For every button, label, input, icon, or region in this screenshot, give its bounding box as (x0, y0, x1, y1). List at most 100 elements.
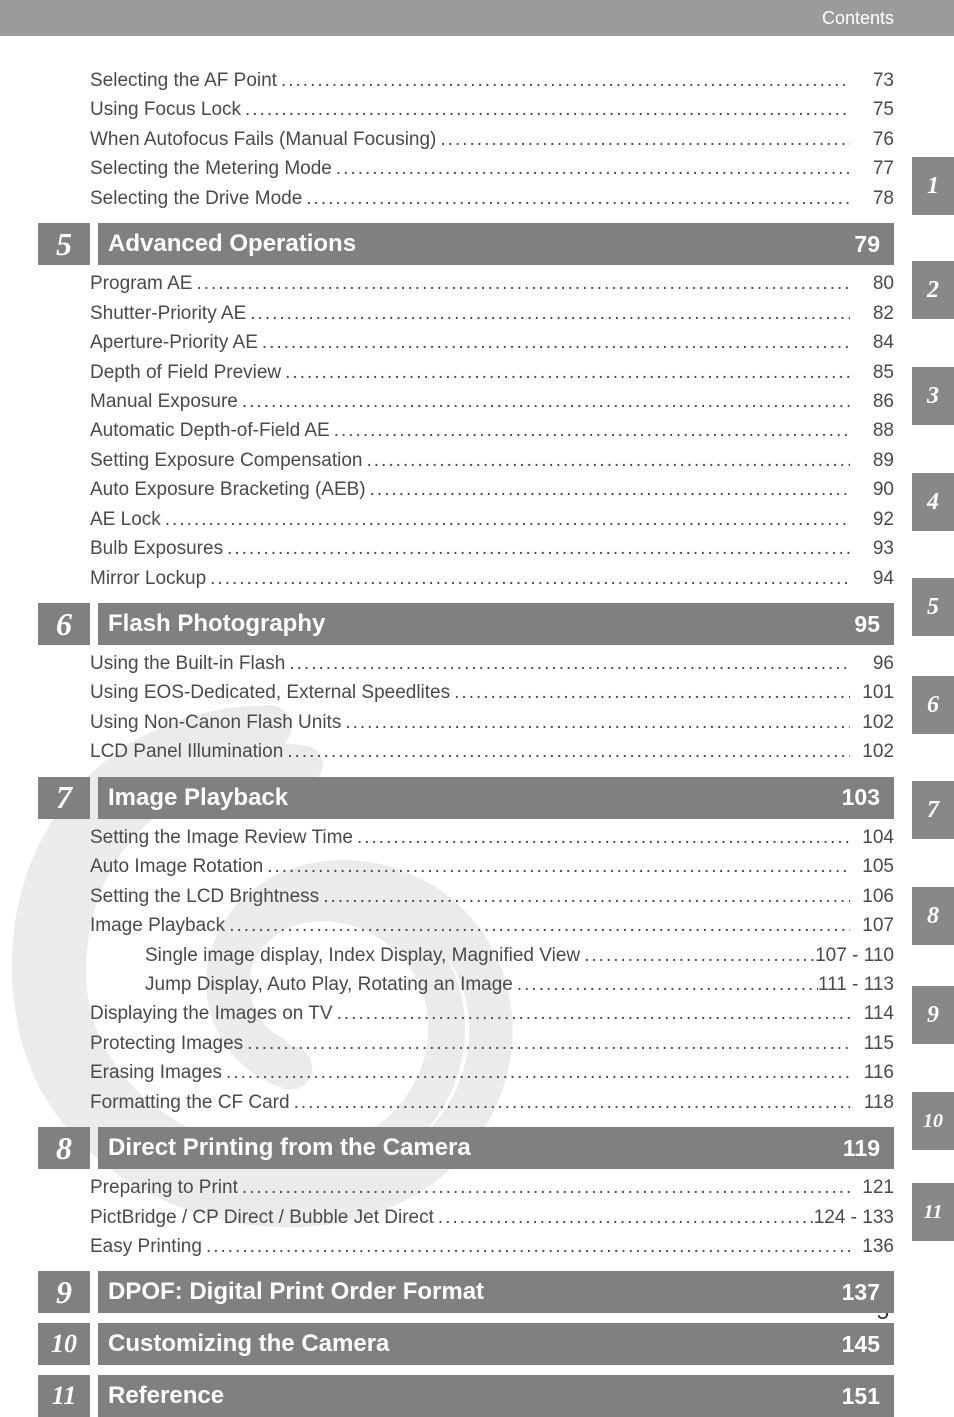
toc-leader (243, 1029, 850, 1058)
toc-line: Manual Exposure 86 (90, 387, 894, 416)
toc-line: Using Focus Lock75 (90, 95, 894, 124)
section-title-wrap: Flash Photography95 (98, 603, 894, 645)
toc-page: 116 (850, 1058, 894, 1087)
section-number: 7 (38, 777, 90, 819)
section-number: 5 (38, 223, 90, 265)
section-number: 10 (38, 1323, 90, 1365)
toc-page: 96 (850, 649, 894, 678)
header-label: Contents (822, 8, 894, 29)
toc-page: 82 (850, 299, 894, 328)
toc-page: 115 (850, 1029, 894, 1058)
toc-leader (202, 1232, 850, 1261)
toc-line: Auto Image Rotation105 (90, 852, 894, 881)
toc-page: 106 (850, 882, 894, 911)
toc-page: 114 (850, 999, 894, 1028)
toc-label: Auto Exposure Bracketing (AEB) (90, 475, 366, 504)
toc-line: Using the Built-in Flash 96 (90, 649, 894, 678)
section-title: Direct Printing from the Camera (108, 1134, 471, 1162)
section-bar: 11Reference151 (90, 1375, 894, 1417)
toc-label: Erasing Images (90, 1058, 222, 1087)
toc-page: 107 (850, 911, 894, 940)
section-bar: 9DPOF: Digital Print Order Format137 (90, 1271, 894, 1313)
toc-line: Setting Exposure Compensation 89 (90, 446, 894, 475)
toc-page: 104 (850, 823, 894, 852)
toc-line: Depth of Field Preview85 (90, 358, 894, 387)
toc-page: 102 (850, 708, 894, 737)
toc-leader (238, 387, 850, 416)
toc-label: Image Playback (90, 911, 225, 940)
toc-page: 78 (850, 184, 894, 213)
toc-label: Easy Printing (90, 1232, 202, 1261)
toc-leader (223, 534, 850, 563)
section-title: Flash Photography (108, 610, 325, 638)
toc-leader (341, 708, 850, 737)
toc-line: Shutter-Priority AE82 (90, 299, 894, 328)
toc-leader (241, 95, 850, 124)
toc-label: Bulb Exposures (90, 534, 223, 563)
toc-line: Setting the Image Review Time104 (90, 823, 894, 852)
toc-line: Jump Display, Auto Play, Rotating an Ima… (90, 970, 894, 999)
toc-label: AE Lock (90, 505, 161, 534)
toc-label: When Autofocus Fails (Manual Focusing) (90, 125, 436, 154)
header-band: Contents (0, 0, 954, 36)
toc-label: Manual Exposure (90, 387, 238, 416)
section-bar: 7Image Playback103 (90, 777, 894, 819)
toc-label: Formatting the CF Card (90, 1088, 290, 1117)
toc-page: 89 (850, 446, 894, 475)
toc-label: Selecting the Metering Mode (90, 154, 332, 183)
section-title: Customizing the Camera (108, 1330, 389, 1358)
toc-page: 94 (850, 564, 894, 593)
toc-label: Setting Exposure Compensation (90, 446, 363, 475)
toc-leader (363, 446, 851, 475)
toc-line: LCD Panel Illumination102 (90, 737, 894, 766)
section-number: 9 (38, 1271, 90, 1313)
section-page: 145 (842, 1331, 880, 1358)
toc-label: Selecting the AF Point (90, 66, 277, 95)
toc-leader (333, 999, 850, 1028)
section-title-wrap: Customizing the Camera 145 (98, 1323, 894, 1365)
section-number: 8 (38, 1127, 90, 1169)
toc-leader (434, 1203, 814, 1232)
toc-line: Bulb Exposures93 (90, 534, 894, 563)
section-title: Image Playback (108, 784, 288, 812)
section-page: 79 (854, 231, 880, 258)
toc-label: Using the Built-in Flash (90, 649, 285, 678)
toc-leader (285, 649, 850, 678)
toc-page: 86 (850, 387, 894, 416)
toc-leader (263, 852, 850, 881)
toc-page: 121 (850, 1173, 894, 1202)
toc-label: Using Non-Canon Flash Units (90, 708, 341, 737)
toc-line: Single image display, Index Display, Mag… (90, 941, 894, 970)
toc-label: Depth of Field Preview (90, 358, 281, 387)
toc-line: Selecting the Drive Mode78 (90, 184, 894, 213)
toc-page: 84 (850, 328, 894, 357)
toc-line: Program AE80 (90, 269, 894, 298)
toc-content: Selecting the AF Point73Using Focus Lock… (0, 36, 954, 1417)
toc-line: Easy Printing136 (90, 1232, 894, 1261)
toc-page: 111 - 113 (818, 970, 894, 999)
section-bar: 6Flash Photography95 (90, 603, 894, 645)
toc-page: 118 (850, 1088, 894, 1117)
toc-page: 92 (850, 505, 894, 534)
toc-leader (366, 475, 850, 504)
toc-leader (225, 911, 850, 940)
toc-page: 105 (850, 852, 894, 881)
section-title: Advanced Operations (108, 230, 356, 258)
section-title-wrap: Direct Printing from the Camera 119 (98, 1127, 894, 1169)
toc-line: Automatic Depth-of-Field AE88 (90, 416, 894, 445)
toc-line: Preparing to Print121 (90, 1173, 894, 1202)
section-title-wrap: Advanced Operations 79 (98, 223, 894, 265)
toc-label: Mirror Lockup (90, 564, 206, 593)
toc-label: Jump Display, Auto Play, Rotating an Ima… (145, 970, 513, 999)
toc-label: LCD Panel Illumination (90, 737, 283, 766)
section-title: Reference (108, 1382, 224, 1410)
toc-line: Formatting the CF Card 118 (90, 1088, 894, 1117)
toc-line: PictBridge / CP Direct / Bubble Jet Dire… (90, 1203, 894, 1232)
section-page: 119 (843, 1135, 880, 1162)
section-page: 151 (842, 1383, 880, 1410)
toc-label: Single image display, Index Display, Mag… (145, 941, 580, 970)
toc-line: Protecting Images115 (90, 1029, 894, 1058)
toc-leader (330, 416, 850, 445)
section-bar: 8Direct Printing from the Camera119 (90, 1127, 894, 1169)
toc-label: Using EOS-Dedicated, External Speedlites (90, 678, 450, 707)
